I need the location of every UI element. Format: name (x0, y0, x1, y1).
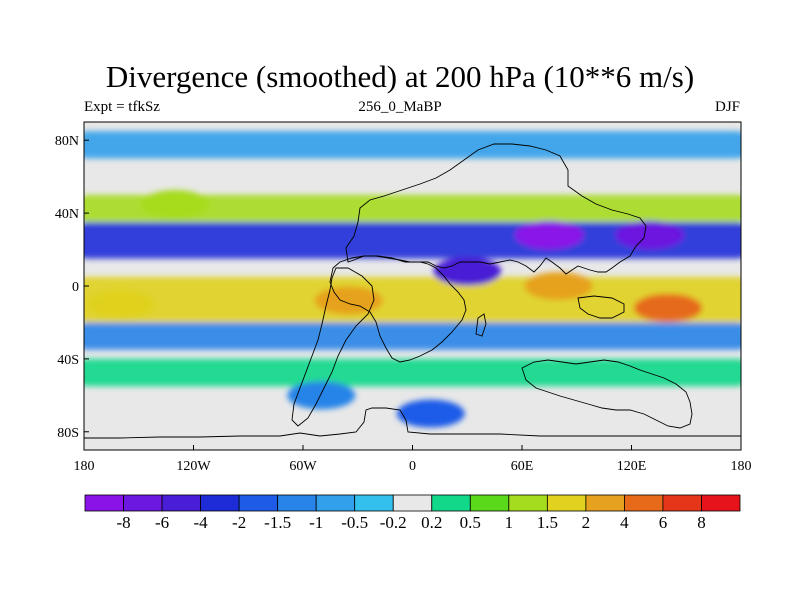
map-area (84, 122, 741, 450)
colorbar-swatch-15 (662, 494, 702, 512)
case-label: 256_0_MaBP (358, 99, 442, 115)
divergence-cell-8 (287, 381, 356, 410)
x-tick-label-1: 120W (176, 459, 211, 474)
colorbar-swatch-5 (277, 494, 317, 512)
divergence-cell-1 (615, 220, 684, 249)
divergence-cell-4 (634, 293, 702, 322)
divergence-cell-6 (86, 290, 155, 319)
x-tick-label-4: 60E (511, 459, 534, 474)
colorbar-swatch-9 (431, 494, 471, 512)
divergence-cell-7 (141, 190, 210, 218)
colorbar-label-2: -4 (194, 513, 209, 532)
colorbar-label-5: -1 (309, 513, 323, 532)
colorbar-label-15: 8 (697, 513, 706, 532)
x-tick-label-0: 180 (74, 459, 95, 474)
colorbar-swatch-14 (624, 494, 664, 512)
colorbar-swatch-8 (392, 494, 433, 512)
australia-outline (521, 359, 693, 429)
y-tick-label-3: 40S (57, 353, 79, 368)
divergence-band-5 (84, 358, 741, 387)
colorbar-swatch-7 (354, 494, 394, 512)
south-america-outline (291, 267, 375, 427)
colorbar-swatch-10 (469, 494, 510, 512)
divergence-band-0 (84, 131, 741, 159)
axes: 180 120W 60W 0 60E 120E 180 80N 40N 0 40S 80S (55, 134, 752, 474)
colorbar-label-8: 0.2 (421, 513, 442, 532)
y-tick-label-4: 80S (57, 426, 79, 441)
season-label: DJF (714, 99, 740, 115)
divergence-cell-3 (524, 272, 593, 300)
colorbar-swatch-6 (315, 494, 356, 512)
indonesia-outline (577, 295, 625, 319)
divergence-cell-5 (314, 286, 383, 315)
divergence-cell-2 (433, 257, 502, 286)
eurasia-outline (345, 143, 647, 275)
colorbar-swatch-12 (546, 494, 587, 512)
y-tick-label-2: 0 (72, 280, 79, 295)
x-tick-label-5: 120E (617, 459, 647, 474)
colorbar-label-10: 1 (505, 513, 514, 532)
antarctica-outline (84, 407, 741, 439)
colorbar-label-9: 0.5 (460, 513, 481, 532)
colorbar-swatch-1 (123, 494, 163, 512)
x-tick-label-3: 0 (409, 459, 416, 474)
divergence-band-1 (84, 194, 741, 223)
colorbar-swatch-0 (84, 494, 124, 512)
colorbar-label-0: -8 (116, 513, 130, 532)
colorbar-label-14: 6 (659, 513, 668, 532)
colorbar-label-12: 2 (582, 513, 591, 532)
colorbar-label-4: -1.5 (264, 513, 291, 532)
colorbar-label-7: -0.2 (380, 513, 407, 532)
divergence-cell-9 (396, 399, 465, 428)
plot-title: Divergence (smoothed) at 200 hPa (10**6 … (105, 59, 695, 94)
continent-outlines (84, 143, 741, 439)
colorbar-label-13: 4 (620, 513, 629, 532)
colorbar-swatch-11 (508, 494, 548, 512)
colorbar-label-1: -6 (155, 513, 169, 532)
y-tick-label-1: 40N (55, 207, 79, 222)
colorbar-swatch-16 (701, 494, 741, 512)
colorbar-swatch-2 (161, 494, 201, 512)
divergence-cell-0 (515, 220, 584, 249)
colorbar-label-3: -2 (232, 513, 246, 532)
divergence-band-4 (84, 322, 741, 350)
colorbar-label-6: -0.5 (341, 513, 368, 532)
colorbar-swatch-4 (238, 494, 279, 512)
y-tick-label-0: 80N (55, 134, 79, 149)
x-tick-label-6: 180 (731, 459, 752, 474)
x-tick-label-2: 60W (289, 459, 317, 474)
colorbar-swatch-3 (200, 494, 240, 512)
colorbar-label-11: 1.5 (537, 513, 558, 532)
madagascar-outline (475, 313, 487, 337)
experiment-label: Expt = tfkSz (84, 99, 160, 115)
colorbar-swatch-13 (585, 494, 625, 512)
colorbar: -8 -6 -4 -2 -1.5 -1 -0.5 -0.2 0.2 0.5 1 1.5 2 4 6 8 (84, 494, 741, 532)
